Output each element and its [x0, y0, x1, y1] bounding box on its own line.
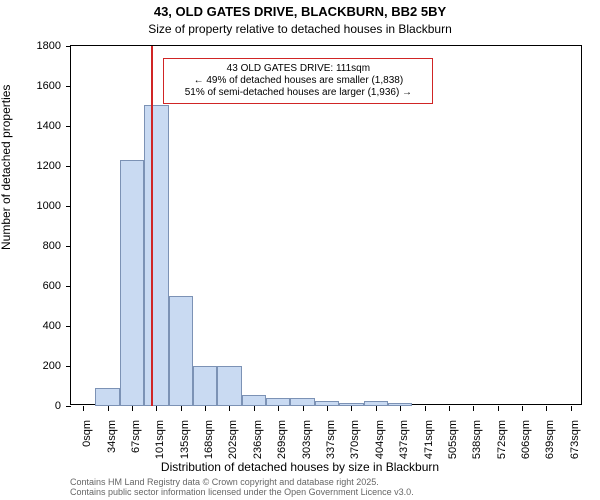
histogram-bar — [120, 160, 144, 406]
x-tick-label: 337sqm — [325, 420, 337, 459]
x-tick-label: 572sqm — [496, 420, 508, 459]
x-tick-label: 236sqm — [252, 420, 264, 459]
footer-line2: Contains public sector information licen… — [70, 488, 414, 498]
reference-line — [151, 46, 153, 406]
x-tick-label: 505sqm — [447, 420, 459, 459]
x-tick-label: 269sqm — [276, 420, 288, 459]
x-tick-label: 370sqm — [349, 420, 361, 459]
annotation-line: 43 OLD GATES DRIVE: 111sqm — [168, 63, 428, 75]
x-tick-label: 101sqm — [154, 420, 166, 459]
y-tick-label: 1400 — [37, 120, 61, 132]
x-tick-label: 202sqm — [227, 420, 239, 459]
annotation-line: ← 49% of detached houses are smaller (1,… — [168, 75, 428, 87]
y-tick-label: 1000 — [37, 200, 61, 212]
x-tick-label: 67sqm — [130, 420, 142, 453]
y-axis-label: Number of detached properties — [0, 85, 13, 250]
title-line2: Size of property relative to detached ho… — [0, 22, 600, 36]
x-tick-label: 606sqm — [520, 420, 532, 459]
x-tick-label: 168sqm — [203, 420, 215, 459]
x-tick-label: 471sqm — [423, 420, 435, 459]
histogram-bar — [169, 296, 193, 406]
annotation-box: 43 OLD GATES DRIVE: 111sqm← 49% of detac… — [163, 58, 433, 104]
histogram-bar — [290, 398, 314, 406]
histogram-bar — [242, 395, 266, 406]
x-tick-label: 538sqm — [471, 420, 483, 459]
x-tick-label: 404sqm — [374, 420, 386, 459]
footer: Contains HM Land Registry data © Crown c… — [70, 478, 414, 498]
x-tick-label: 135sqm — [179, 420, 191, 459]
annotation-line: 51% of semi-detached houses are larger (… — [168, 87, 428, 99]
x-axis-label: Distribution of detached houses by size … — [0, 460, 600, 474]
histogram-bar — [217, 366, 241, 406]
y-tick-label: 200 — [43, 360, 61, 372]
y-tick-label: 1600 — [37, 80, 61, 92]
y-tick-label: 1800 — [37, 40, 61, 52]
x-tick-label: 303sqm — [301, 420, 313, 459]
y-tick-label: 0 — [55, 400, 61, 412]
histogram-bar — [95, 388, 119, 406]
x-tick-label: 673sqm — [569, 420, 581, 459]
title-line1: 43, OLD GATES DRIVE, BLACKBURN, BB2 5BY — [0, 4, 600, 19]
chart-container: 43, OLD GATES DRIVE, BLACKBURN, BB2 5BY … — [0, 0, 600, 500]
histogram-bar — [193, 366, 217, 406]
y-tick-label: 800 — [43, 240, 61, 252]
x-tick-label: 0sqm — [81, 420, 93, 447]
x-tick-label: 639sqm — [544, 420, 556, 459]
y-tick-label: 1200 — [37, 160, 61, 172]
plot-area: 0200400600800100012001400160018000sqm34s… — [70, 45, 582, 405]
y-tick-label: 400 — [43, 320, 61, 332]
x-tick-label: 437sqm — [398, 420, 410, 459]
histogram-bar — [266, 398, 290, 406]
x-tick-label: 34sqm — [106, 420, 118, 453]
y-tick-label: 600 — [43, 280, 61, 292]
histogram-bar — [144, 105, 168, 406]
